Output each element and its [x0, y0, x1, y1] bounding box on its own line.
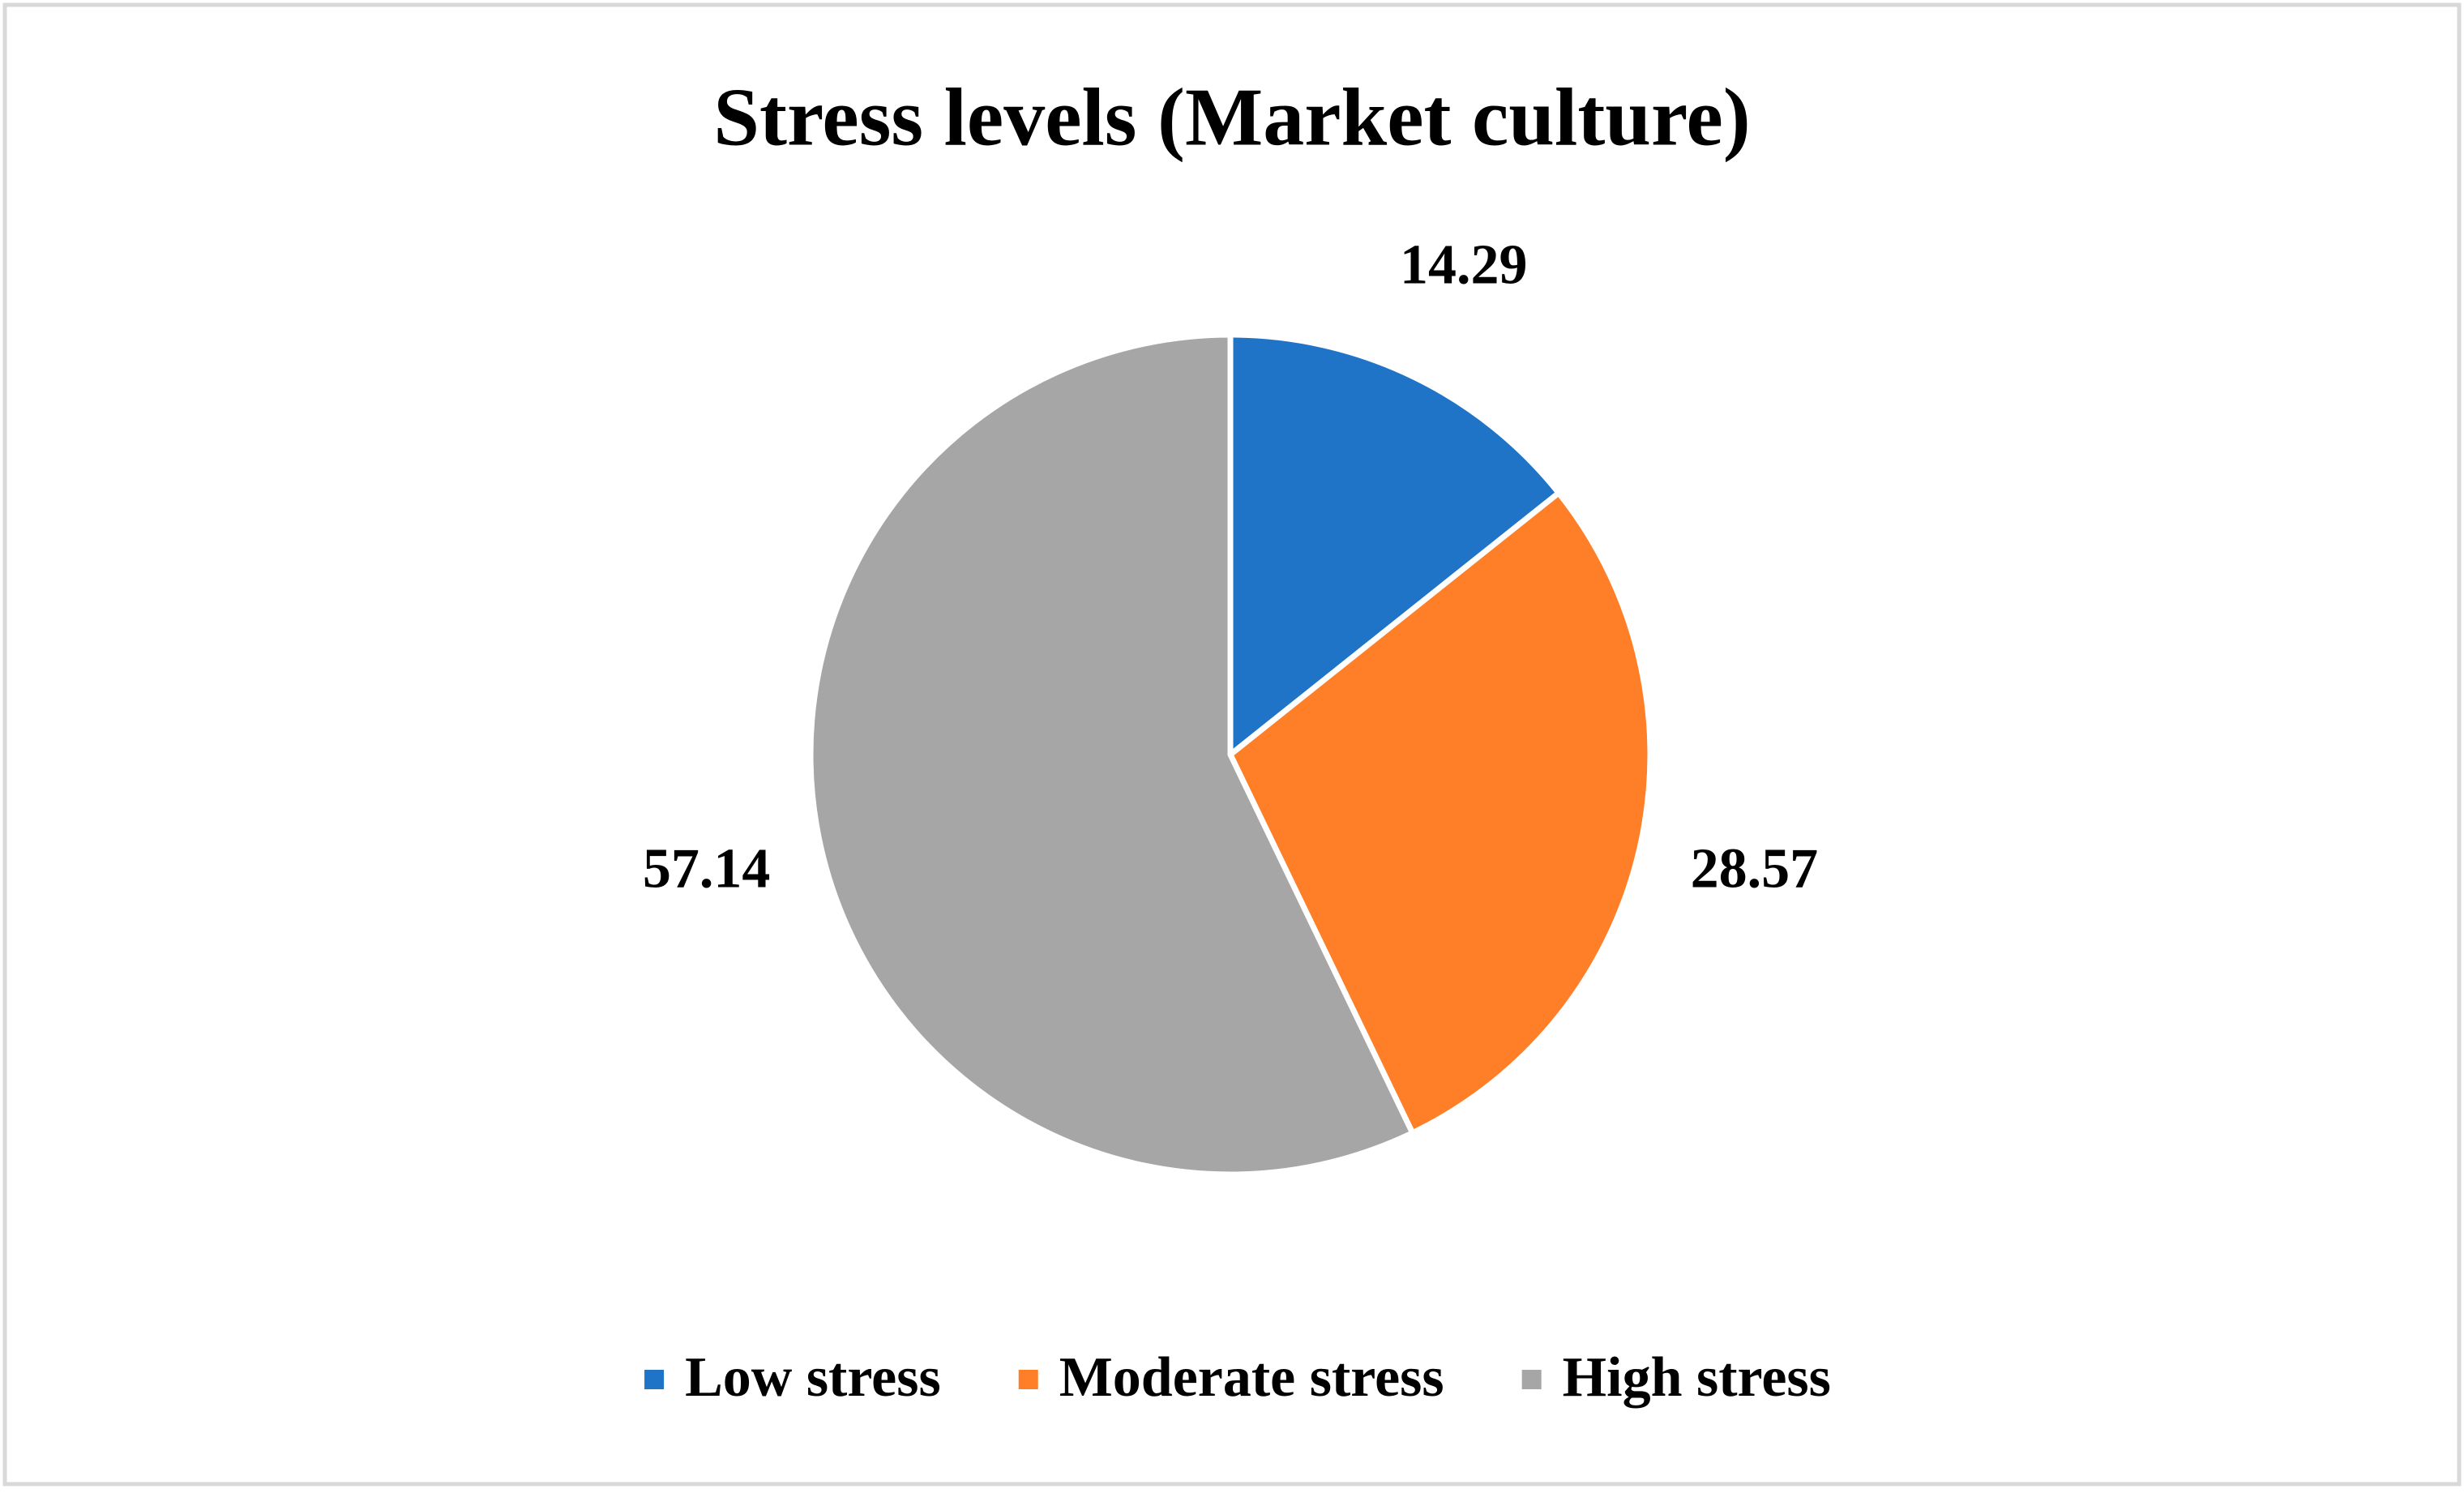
legend-swatch: [1521, 1370, 1542, 1389]
legend-swatch: [644, 1370, 665, 1389]
legend-label: Low stress: [685, 1346, 941, 1409]
pie-slice: [1227, 332, 1563, 761]
legend-label: High stress: [1563, 1346, 1831, 1409]
legend-swatch: [1018, 1370, 1038, 1389]
legend-label: Moderate stress: [1059, 1346, 1444, 1409]
chart-title: Stress levels (Market culture): [713, 71, 1750, 163]
pie-slice: [807, 332, 1417, 1178]
data-label: 57.14: [643, 838, 771, 901]
data-label: 14.29: [1400, 234, 1528, 297]
pie-slice: [1226, 489, 1653, 1137]
data-label: 28.57: [1691, 838, 1819, 901]
